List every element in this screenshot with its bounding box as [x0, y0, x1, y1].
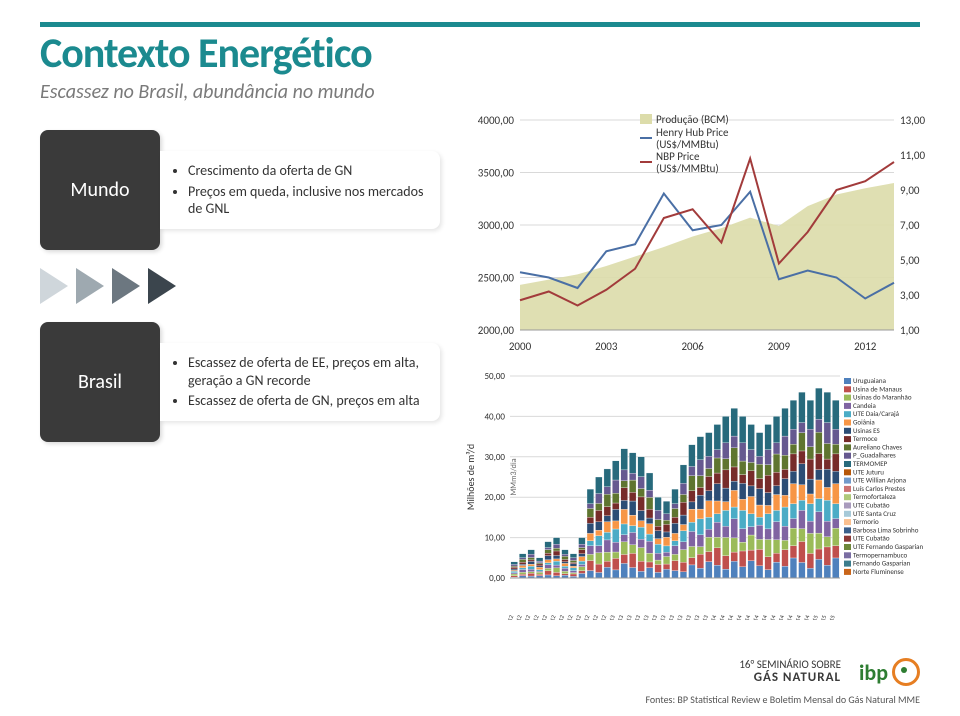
production-price-chart: 2000,00 2500,00 3000,00 3500,00 4000,00 1,00 3… [460, 110, 940, 360]
svg-text:9,00: 9,00 [900, 184, 920, 197]
svg-text:0,00: 0,00 [489, 573, 505, 584]
thermal-generation-chart: 0,00 10,00 20,00 30,00 40,00 50,00 Milhões de … [460, 370, 940, 620]
svg-text:2500,00: 2500,00 [478, 272, 515, 285]
svg-text:jan/12: jan/12 [502, 614, 515, 620]
svg-text:(US$/MMBtu): (US$/MMBtu) [656, 162, 719, 175]
svg-text:2012: 2012 [854, 340, 877, 353]
seminar-logo: 16° SEMINÁRIO SOBRE GÁS NATURAL [739, 659, 841, 684]
svg-text:40,00: 40,00 [485, 411, 506, 422]
svg-text:11,00: 11,00 [900, 149, 925, 162]
tile-tag: Brasil [40, 322, 160, 442]
svg-text:4000,00: 4000,00 [478, 114, 515, 127]
chevron-icon [76, 268, 104, 304]
svg-text:3500,00: 3500,00 [478, 167, 515, 180]
svg-text:3,00: 3,00 [900, 289, 920, 302]
seminar-title: GÁS NATURAL [739, 671, 841, 685]
svg-text:7,00: 7,00 [900, 219, 920, 232]
svg-text:50,00: 50,00 [485, 371, 506, 382]
svg-text:3000,00: 3000,00 [478, 219, 515, 232]
svg-text:1,00: 1,00 [900, 324, 920, 337]
bullet: Crescimento da oferta de GN [188, 162, 428, 180]
svg-text:20,00: 20,00 [485, 492, 506, 503]
page-title: Contexto Energético [40, 28, 372, 79]
svg-text:13,00: 13,00 [900, 114, 925, 127]
tile-mundo: Mundo Crescimento da oferta de GN Preços… [40, 130, 440, 250]
bullet: Preços em queda, inclusive nos mercados … [188, 183, 428, 218]
tile-tag: Mundo [40, 130, 160, 250]
svg-text:2003: 2003 [595, 340, 618, 353]
tile-bullets: Crescimento da oferta de GN Preços em qu… [160, 151, 440, 229]
ibp-logo: ibp [859, 658, 920, 686]
svg-text:2000,00: 2000,00 [478, 324, 515, 337]
svg-text:MMm3/dia: MMm3/dia [509, 458, 519, 495]
tile-brasil: Brasil Escassez de oferta de EE, preços … [40, 322, 440, 442]
page-subtitle: Escassez no Brasil, abundância no mundo [40, 80, 375, 104]
left-tiles: Mundo Crescimento da oferta de GN Preços… [40, 130, 440, 442]
svg-text:2006: 2006 [681, 340, 704, 353]
chevron-icon [40, 268, 68, 304]
svg-text:30,00: 30,00 [485, 452, 506, 463]
bullet: Escassez de oferta de GN, preços em alta [188, 392, 428, 410]
svg-text:2000: 2000 [509, 340, 532, 353]
svg-text:2009: 2009 [768, 340, 791, 353]
source-footer: Fontes: BP Statistical Review e Boletim … [645, 693, 920, 706]
bullet: Escassez de oferta de EE, preços em alta… [188, 354, 428, 389]
svg-text:Milhões de m³/d: Milhões de m³/d [464, 444, 477, 510]
svg-text:Produção (BCM): Produção (BCM) [656, 113, 729, 126]
tile-bullets: Escassez de oferta de EE, preços em alta… [160, 343, 440, 421]
ibp-label: ibp [859, 659, 888, 686]
svg-text:5,00: 5,00 [900, 254, 920, 267]
ibp-icon [892, 658, 920, 686]
svg-text:10,00: 10,00 [485, 533, 506, 544]
arrow-divider [40, 268, 440, 304]
chevron-icon [148, 268, 176, 304]
svg-text:Norte Fluminense: Norte Fluminense [853, 567, 904, 576]
chevron-icon [112, 268, 140, 304]
